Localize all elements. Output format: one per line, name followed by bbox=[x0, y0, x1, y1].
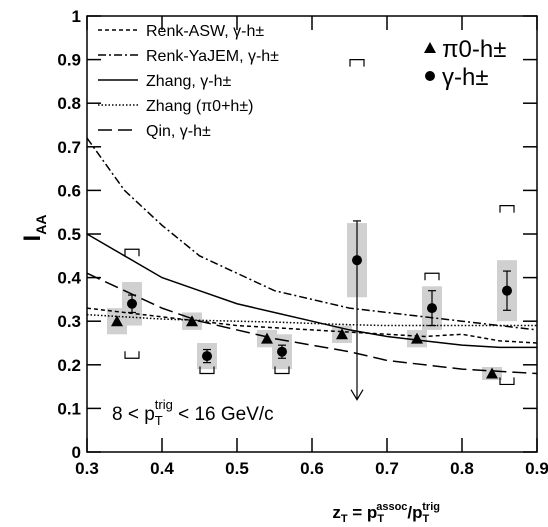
y-tick-label: 0 bbox=[72, 443, 81, 462]
data-point bbox=[486, 367, 498, 379]
x-axis-label: zT = pTassoc/pTtrig bbox=[332, 501, 440, 525]
x-tick-label: 0.6 bbox=[300, 459, 324, 478]
x-label-part: trig bbox=[422, 501, 440, 513]
x-tick-label: 0.7 bbox=[375, 459, 399, 478]
x-label-part: /p bbox=[407, 503, 422, 522]
data-point bbox=[352, 255, 362, 266]
legend-label: Qin, γ-h± bbox=[146, 123, 211, 140]
sys-bracket bbox=[199, 366, 215, 375]
y-label-main: I bbox=[19, 235, 46, 242]
x-tick-label: 0.4 bbox=[150, 459, 174, 478]
y-tick-label: 0.2 bbox=[57, 356, 81, 375]
annotation-part: T bbox=[155, 413, 163, 428]
legend-label: π0-h± bbox=[442, 36, 506, 63]
x-label-part: T bbox=[341, 513, 348, 525]
sys-bracket bbox=[274, 366, 290, 375]
sys-bracket bbox=[124, 248, 140, 257]
annotation-part: trig bbox=[155, 397, 173, 412]
data-point bbox=[277, 346, 287, 357]
theory-curve bbox=[86, 233, 537, 349]
sys-bracket bbox=[349, 59, 365, 67]
x-label-part: assoc bbox=[376, 501, 407, 513]
legend-label: Zhang, γ-h± bbox=[146, 73, 231, 90]
theory-curve bbox=[86, 313, 537, 327]
y-tick-label: 0.9 bbox=[57, 51, 81, 70]
sys-bracket bbox=[124, 351, 140, 359]
data-point bbox=[411, 332, 423, 344]
x-label-part: = p bbox=[348, 503, 378, 522]
y-tick-label: 0.5 bbox=[57, 225, 81, 244]
y-tick-label: 0.8 bbox=[57, 94, 81, 113]
x-label-part: T bbox=[423, 513, 430, 525]
legend-label: Renk-ASW, γ-h± bbox=[146, 23, 264, 40]
data-point bbox=[186, 315, 198, 327]
legend-label: Zhang (π0+h±) bbox=[146, 98, 253, 115]
data-point bbox=[336, 328, 348, 340]
annotation-part: 8 < p bbox=[112, 404, 155, 425]
data-point bbox=[261, 332, 273, 344]
data-point bbox=[111, 315, 123, 327]
legend-label: Renk-YaJEM, γ-h± bbox=[146, 48, 279, 65]
limit-arrow bbox=[350, 389, 364, 401]
x-tick-label: 0.5 bbox=[225, 459, 249, 478]
legend-marker bbox=[424, 42, 436, 53]
y-tick-label: 0.7 bbox=[57, 138, 81, 157]
sys-bracket bbox=[499, 205, 515, 213]
y-tick-label: 1 bbox=[72, 7, 81, 26]
plot-frame bbox=[86, 15, 538, 453]
annotation: 8 < pTtrig < 16 GeV/c bbox=[112, 397, 274, 428]
y-tick-label: 0.3 bbox=[57, 312, 81, 331]
y-label-sub: AA bbox=[33, 215, 49, 235]
sys-bracket bbox=[424, 272, 440, 281]
y-tick-label: 0.1 bbox=[57, 399, 81, 418]
x-tick-label: 0.9 bbox=[525, 459, 548, 478]
theory-curve bbox=[86, 137, 538, 331]
x-label-part: z bbox=[332, 503, 341, 522]
legend-label: γ-h± bbox=[442, 64, 489, 91]
annotation-part: < 16 GeV/c bbox=[173, 404, 274, 425]
theory-curve bbox=[86, 272, 538, 375]
x-label-part: T bbox=[377, 513, 384, 525]
y-tick-label: 0.4 bbox=[57, 269, 81, 288]
x-tick-label: 0.3 bbox=[75, 459, 99, 478]
theory-curve bbox=[86, 307, 538, 344]
data-point bbox=[127, 298, 137, 309]
curves bbox=[86, 137, 538, 375]
y-axis-label: IAA bbox=[19, 215, 49, 242]
data-point bbox=[427, 303, 437, 314]
sys-bracket bbox=[499, 377, 515, 386]
x-tick-label: 0.8 bbox=[450, 459, 474, 478]
data-point bbox=[502, 285, 512, 296]
data-point bbox=[202, 351, 212, 362]
legend-marker bbox=[425, 71, 435, 81]
y-tick-label: 0.6 bbox=[57, 181, 81, 200]
